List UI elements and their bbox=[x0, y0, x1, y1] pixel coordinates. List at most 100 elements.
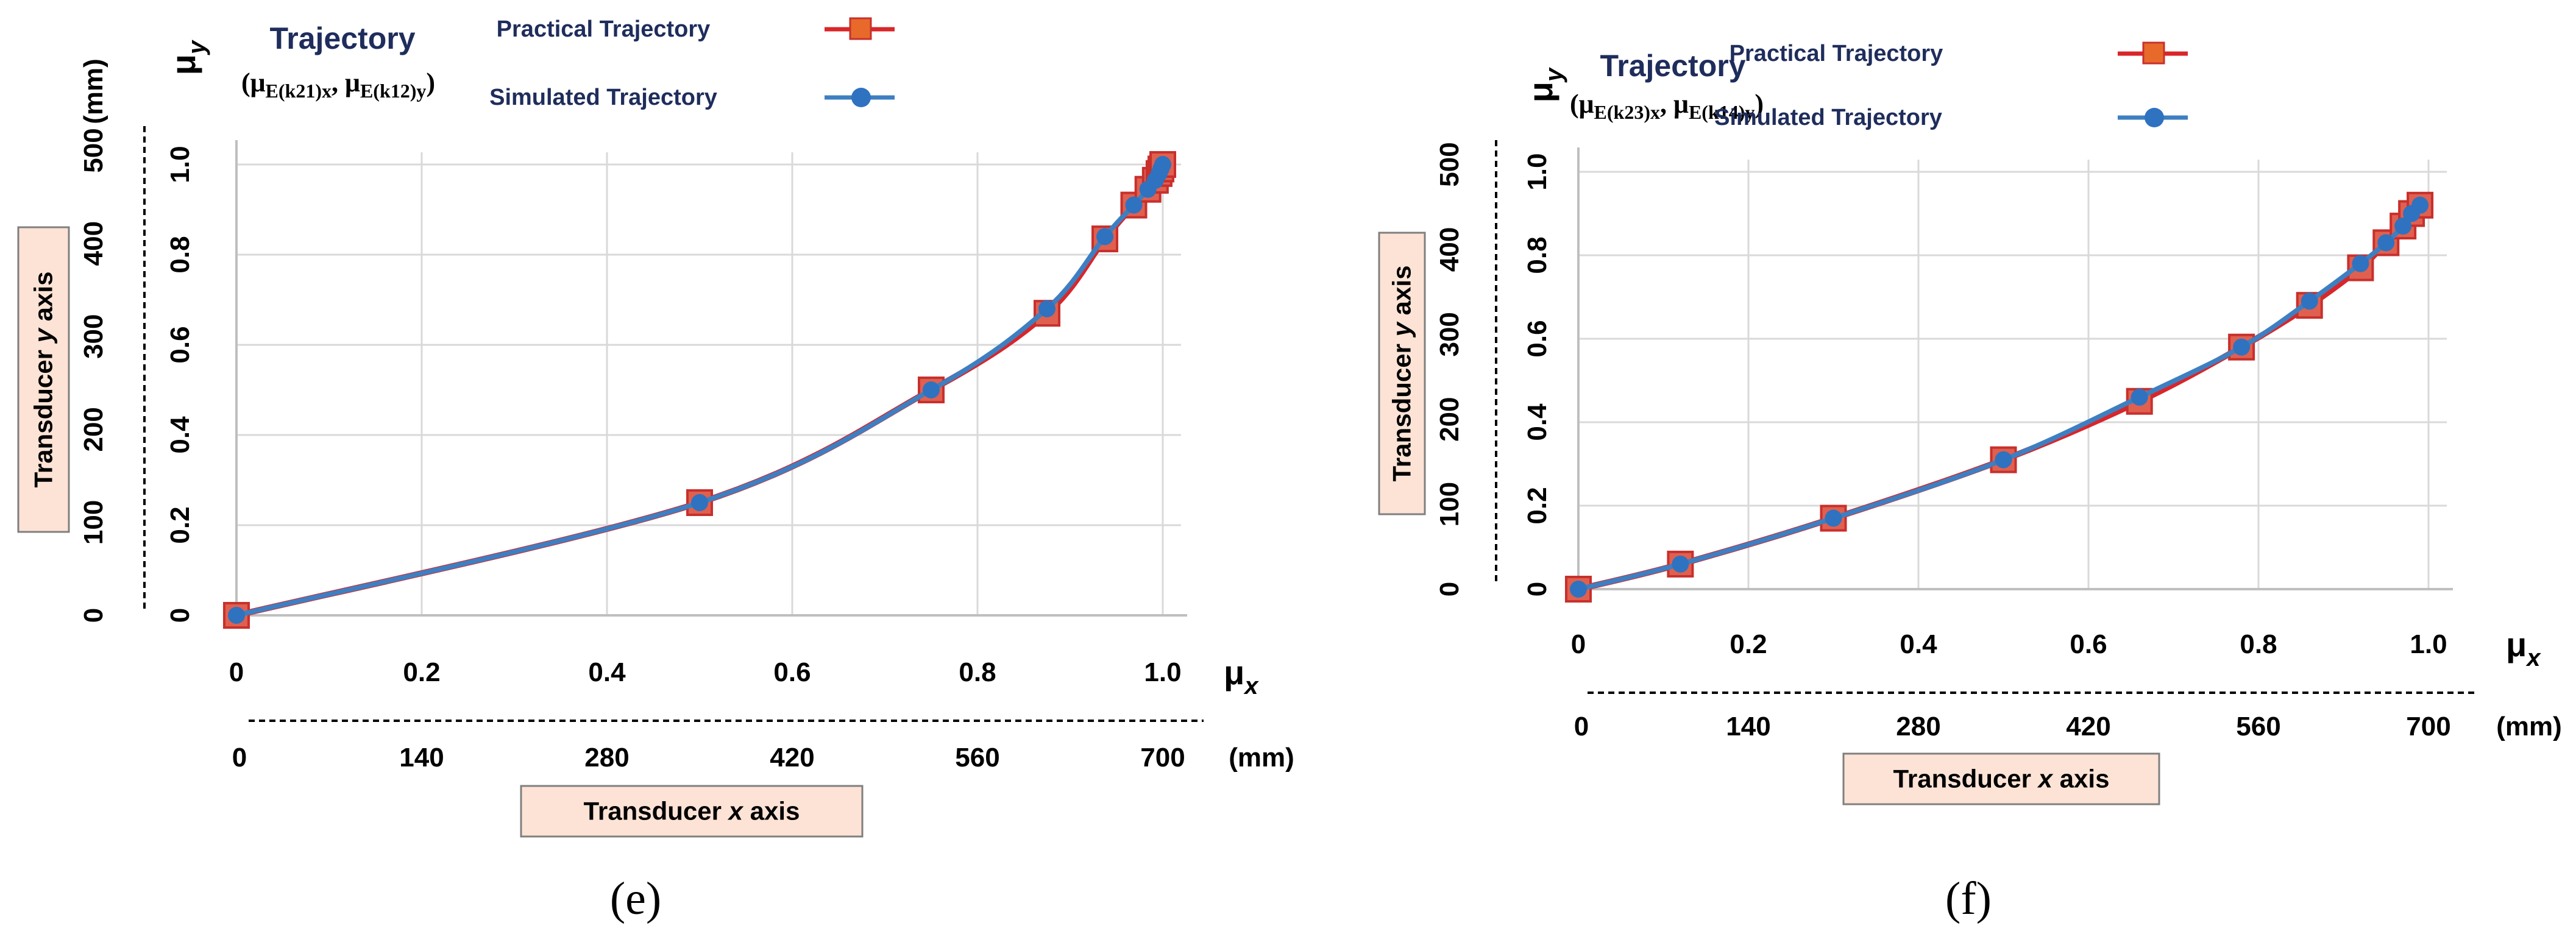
mm-y-tick-label: 100 bbox=[1435, 482, 1464, 526]
series-line-simulated bbox=[1578, 203, 2422, 592]
mm-y-tick-label: 300 bbox=[1435, 312, 1464, 356]
x-mm-unit-label: (mm) bbox=[1229, 743, 1294, 773]
mu-x-tick-label: 1.0 bbox=[2410, 629, 2447, 659]
x-transducer-label: Transducer x axis bbox=[1893, 765, 2110, 793]
mm-y-tick-label: 0 bbox=[79, 608, 108, 623]
y-transducer-box bbox=[17, 226, 70, 533]
gridlines bbox=[236, 152, 1181, 615]
mm-y-tick-label: 500 bbox=[1435, 142, 1464, 186]
mm-x-tick-label: 700 bbox=[1140, 743, 1185, 773]
mu-y-axis-label: μy bbox=[1521, 67, 1567, 102]
simulated-point bbox=[1995, 451, 2012, 469]
mm-x-tick-label: 560 bbox=[955, 743, 999, 773]
mu-y-tick-label: 0.6 bbox=[1522, 320, 1552, 357]
simulated-point bbox=[1672, 555, 1689, 573]
gridlines bbox=[1578, 160, 2447, 589]
panel-f: 0 0.2 0.4 0.6 0.8 1.0 0 0.2 0.4 0.6 0.8 1.0 0 140 280 4… bbox=[1378, 41, 2562, 924]
mu-x-tick-label: 0.8 bbox=[959, 657, 996, 687]
legend-marker-practical bbox=[849, 17, 872, 40]
y-transducer-label: Transducer y axis bbox=[1388, 266, 1416, 482]
simulated-point bbox=[1125, 196, 1143, 214]
legend-label-practical: Practical Trajectory bbox=[1730, 41, 1943, 66]
mm-y-tick-label: 200 bbox=[1435, 397, 1464, 441]
membership-pair-label: (μE(k23)x, μE(k14)y) bbox=[1570, 89, 1764, 123]
y-transducer-box bbox=[1378, 232, 1426, 515]
mm-x-tick-label: 140 bbox=[399, 743, 444, 773]
legend: Practical Trajectory Simulated Trajectory bbox=[1714, 41, 2188, 130]
mm-y-tick-label: 400 bbox=[1435, 227, 1464, 272]
mm-y-tick-label: 100 bbox=[79, 500, 108, 545]
mu-y-tick-label: 0 bbox=[1522, 582, 1552, 596]
mm-y-tick-label: 400 bbox=[79, 221, 108, 266]
x-mm-unit-label: (mm) bbox=[2496, 712, 2562, 741]
mu-y-tick-label: 1.0 bbox=[165, 146, 195, 183]
mm-x-tick-label: 560 bbox=[2236, 712, 2280, 741]
mu-x-tick-label: 0.4 bbox=[1900, 629, 1937, 659]
mu-x-tick-label: 0.2 bbox=[403, 657, 440, 687]
simulated-point bbox=[1038, 300, 1056, 317]
mu-y-tick-label: 0.4 bbox=[1522, 403, 1552, 441]
simulated-point bbox=[1570, 581, 1587, 598]
membership-pair-label: (μE(k21)x, μE(k12)y) bbox=[241, 68, 435, 102]
mu-x-tick-label: 0 bbox=[1571, 629, 1586, 659]
mu-y-tick-label: 0 bbox=[165, 608, 195, 623]
simulated-point bbox=[1825, 509, 1842, 527]
mu-x-tick-label: 0.2 bbox=[1730, 629, 1767, 659]
panel-e: 0 0.2 0.4 0.6 0.8 1.0 0 0.2 0.4 0.6 0.8 1.0 0 140 280 4… bbox=[17, 16, 1294, 924]
legend-marker-simulated bbox=[851, 88, 871, 107]
x-transducer-box bbox=[1842, 752, 2160, 805]
mm-x-tick-label: 140 bbox=[1726, 712, 1770, 741]
mm-y-tick-label: 300 bbox=[79, 314, 108, 358]
panel-label: (f) bbox=[1945, 873, 1992, 924]
mu-x-tick-label: 0.6 bbox=[2070, 629, 2107, 659]
x-transducer-label: Transducer x axis bbox=[584, 797, 800, 826]
mu-y-tick-label: 0.8 bbox=[165, 236, 195, 273]
mu-x-tick-label: 1.0 bbox=[1144, 657, 1181, 687]
mm-y-tick-label: 200 bbox=[79, 407, 108, 451]
legend-label-simulated: Simulated Trajectory bbox=[489, 85, 717, 110]
mm-x-tick-label: 0 bbox=[232, 743, 247, 773]
legend: Practical Trajectory Simulated Trajectory bbox=[489, 16, 895, 110]
y-transducer-label: Transducer y axis bbox=[29, 272, 58, 488]
mm-x-tick-label: 280 bbox=[1896, 712, 1940, 741]
mu-x-tick-label: 0.6 bbox=[773, 657, 811, 687]
mu-y-tick-label: 0.2 bbox=[165, 506, 195, 543]
mu-x-axis-label: μx bbox=[2506, 625, 2541, 671]
y-mm-unit-label: (mm) bbox=[79, 58, 108, 124]
mm-x-tick-label: 0 bbox=[1574, 712, 1589, 741]
mu-x-axis-label: μx bbox=[1224, 653, 1259, 699]
simulated-point bbox=[691, 494, 708, 511]
mu-y-tick-label: 0.2 bbox=[1522, 487, 1552, 524]
mu-x-tick-label: 0.8 bbox=[2240, 629, 2277, 659]
simulated-point bbox=[2394, 218, 2412, 235]
chart-title: Trajectory bbox=[269, 21, 415, 55]
simulated-point bbox=[923, 381, 940, 398]
legend-label-practical: Practical Trajectory bbox=[497, 16, 711, 42]
mm-y-tick-label: 0 bbox=[1435, 582, 1464, 596]
simulated-point bbox=[2352, 255, 2369, 272]
simulated-point bbox=[2411, 196, 2429, 214]
mm-x-tick-label: 420 bbox=[770, 743, 814, 773]
simulated-point bbox=[228, 607, 245, 624]
simulated-point bbox=[2233, 338, 2251, 356]
simulated-point bbox=[2377, 234, 2395, 252]
legend-marker-practical bbox=[2142, 41, 2165, 65]
simulated-point bbox=[2301, 292, 2318, 310]
simulated-point bbox=[2131, 388, 2148, 406]
mu-y-tick-label: 1.0 bbox=[1522, 153, 1552, 190]
legend-marker-simulated bbox=[2145, 108, 2164, 127]
mu-y-tick-label: 0.6 bbox=[165, 326, 195, 363]
legend-label-simulated: Simulated Trajectory bbox=[1714, 105, 1942, 130]
mu-y-tick-label: 0.4 bbox=[165, 416, 195, 454]
mu-x-tick-label: 0 bbox=[229, 657, 244, 687]
mu-y-axis-label: μy bbox=[164, 40, 210, 75]
mm-y-tick-label: 500 bbox=[79, 128, 108, 172]
simulated-point bbox=[1096, 228, 1113, 246]
mm-x-tick-label: 420 bbox=[2066, 712, 2110, 741]
mu-x-tick-label: 0.4 bbox=[588, 657, 626, 687]
x-transducer-box bbox=[520, 785, 864, 838]
simulated-point bbox=[1154, 156, 1171, 173]
series-simulated bbox=[228, 156, 1171, 624]
mu-y-tick-label: 0.8 bbox=[1522, 236, 1552, 274]
